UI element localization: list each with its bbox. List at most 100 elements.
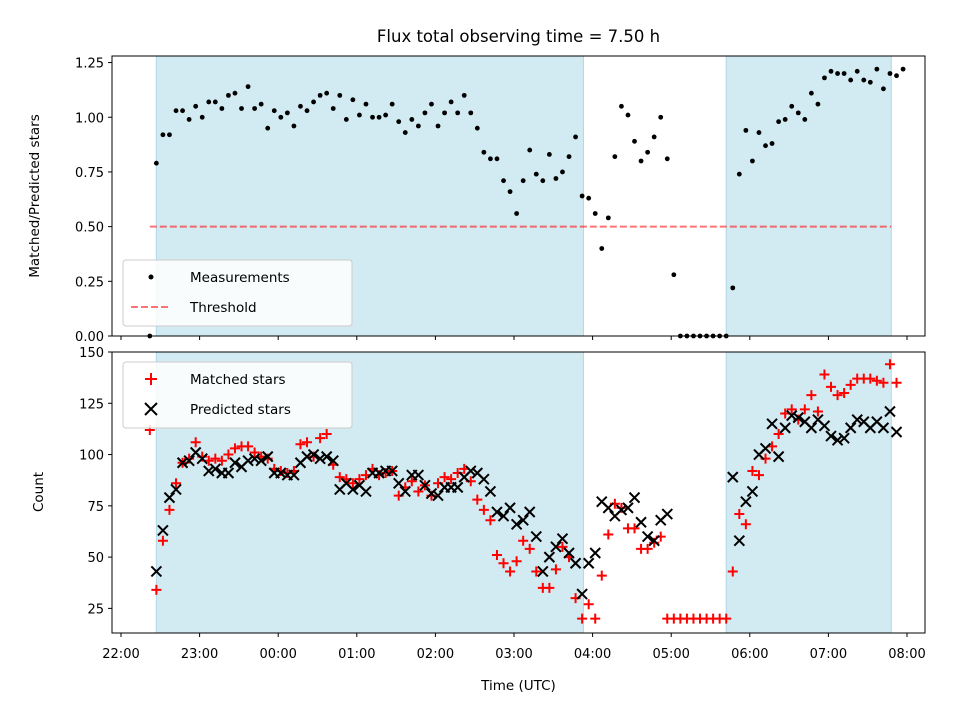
ratio-y-tick-label: 0.75 (75, 166, 104, 181)
matched-star-point (413, 486, 424, 497)
matched-star-point (577, 613, 588, 624)
measurement-point (278, 114, 284, 120)
measurement-point (763, 143, 768, 149)
matched-star-point (753, 470, 764, 481)
measurement-point (455, 110, 461, 116)
measurement-point (507, 189, 513, 195)
predicted-star-point (248, 452, 261, 465)
measurement-point (776, 119, 782, 125)
legend-matched-marker (145, 373, 157, 385)
predicted-star-point (170, 483, 182, 496)
measurement-point (782, 117, 788, 122)
predicted-star-point (556, 532, 569, 545)
matched-star-point (229, 443, 240, 454)
predicted-star-point (157, 524, 169, 537)
measurement-point (389, 101, 395, 107)
predicted-star-point (314, 452, 326, 465)
measurement-point (481, 149, 487, 155)
matched-star-point (498, 558, 509, 569)
predicted-star-point (150, 565, 163, 578)
matched-star-point (151, 584, 162, 595)
predicted-star-point (373, 467, 385, 479)
measurement-point (881, 86, 886, 92)
x-tick-label: 06:00 (731, 647, 768, 662)
measurement-point (645, 149, 651, 155)
measurement-point (894, 73, 899, 79)
matched-star-point (590, 613, 601, 624)
measurement-point (599, 246, 605, 251)
predicted-star-point (831, 434, 844, 446)
predicted-star-point (537, 565, 549, 578)
matched-star-point (740, 519, 751, 530)
measurement-point (422, 110, 428, 116)
predicted-star-point (851, 413, 863, 426)
measurement-point (363, 101, 369, 107)
measurement-point (848, 77, 854, 83)
matched-star-point (223, 449, 234, 460)
measurement-point (206, 99, 212, 105)
ratio-y-tick-label: 1.00 (75, 111, 104, 126)
ratio-y-tick-label: 0.50 (75, 221, 104, 236)
predicted-star-point (628, 491, 641, 504)
predicted-star-point (222, 467, 235, 479)
measurement-point (350, 97, 356, 103)
measurement-point (402, 130, 408, 135)
measurement-point (186, 117, 192, 122)
predicted-star-point (209, 463, 222, 475)
predicted-star-point (844, 422, 857, 434)
matched-star-point (583, 599, 594, 610)
x-tick-label: 05:00 (652, 647, 689, 662)
measurement-point (736, 171, 742, 177)
measurement-point (153, 160, 159, 166)
predicted-star-point (242, 455, 254, 467)
matched-star-point (832, 390, 843, 401)
predicted-star-point (530, 530, 542, 543)
legend-measurements-label: Measurements (190, 270, 290, 286)
measurement-point (835, 71, 840, 76)
measurement-point (193, 103, 199, 109)
matched-star-point (826, 381, 837, 392)
measurement-point (769, 141, 775, 146)
predicted-star-point (733, 534, 746, 547)
matched-star-point (406, 476, 417, 487)
predicted-star-point (399, 485, 411, 498)
matched-star-point (321, 429, 332, 440)
predicted-star-point (327, 455, 339, 467)
predicted-star-point (307, 448, 320, 461)
measurement-point (651, 134, 657, 140)
measurement-point (376, 114, 382, 120)
matched-star-point (839, 388, 850, 399)
predicted-star-point (884, 405, 896, 418)
matched-star-point (439, 472, 450, 483)
predicted-star-point (877, 422, 890, 434)
measurement-point (370, 114, 375, 120)
measurement-point (298, 103, 303, 109)
measurement-point (337, 92, 343, 98)
predicted-star-point (347, 483, 359, 496)
measurement-point (789, 103, 795, 109)
measurement-point (494, 156, 500, 162)
predicted-star-point (772, 450, 785, 463)
matched-star-point (334, 472, 345, 483)
measurement-point (468, 110, 474, 116)
measurement-point (435, 123, 441, 129)
measurement-point (632, 138, 637, 144)
matched-star-point (472, 494, 483, 505)
predicted-star-point (425, 487, 438, 500)
measurement-point (612, 154, 618, 160)
predicted-star-point (569, 557, 582, 569)
measurement-point (546, 152, 552, 157)
measurement-point (900, 66, 906, 72)
x-tick-label: 02:00 (417, 647, 454, 662)
matched-star-point (603, 529, 614, 540)
matched-star-point (812, 406, 823, 417)
measurement-point (822, 75, 827, 81)
measurement-point (553, 176, 559, 181)
matched-star-point (164, 504, 175, 515)
matched-star-point (210, 453, 221, 464)
measurement-point (527, 147, 533, 153)
measurement-point (815, 101, 821, 107)
predicted-star-point (484, 485, 497, 498)
measurement-point (605, 215, 611, 221)
count-y-tick-label: 125 (79, 397, 104, 412)
